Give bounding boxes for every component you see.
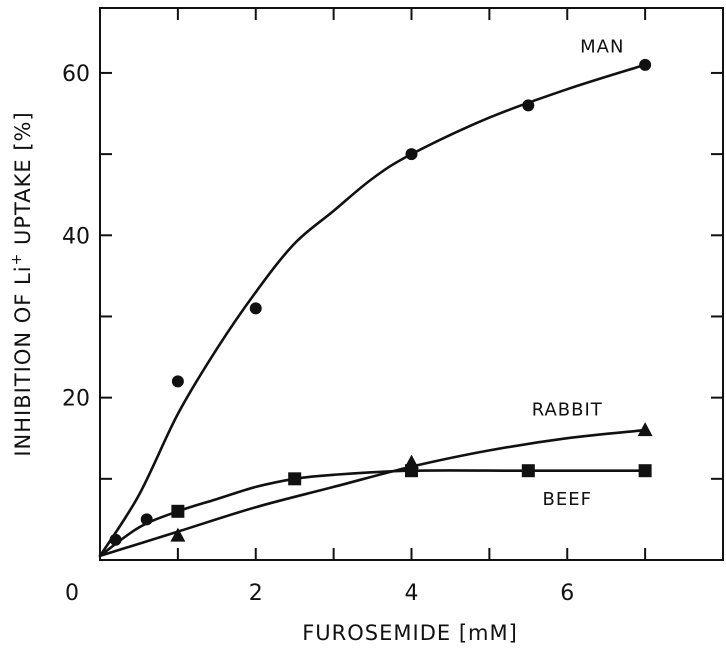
data-point-beef <box>288 472 302 486</box>
y-tick-label: 20 <box>62 387 90 412</box>
data-point-beef <box>171 504 185 518</box>
data-point-man <box>140 513 153 526</box>
series-label-man: MAN <box>580 37 624 58</box>
data-point-beef <box>405 464 418 478</box>
series-labels: MAN RABBIT BEEF <box>532 37 624 510</box>
y-axis-title: INHIBITION OF Li+ UPTAKE [%] <box>9 111 35 456</box>
data-point-rabbit <box>637 422 653 437</box>
y-tick-label: 40 <box>62 224 90 249</box>
y-tick-label: 60 <box>62 62 90 87</box>
data-point-beef <box>638 464 652 478</box>
series-curve-man <box>98 63 647 558</box>
x-tick-label: 2 <box>249 581 263 606</box>
data-point-man <box>522 99 535 112</box>
x-tick-label: 0 <box>65 581 79 606</box>
data-point-man <box>405 148 418 161</box>
axis-ticks <box>99 8 723 560</box>
series-curves <box>98 63 647 558</box>
series-label-rabbit: RABBIT <box>532 400 603 421</box>
data-point-man <box>639 58 652 71</box>
y-axis-title-superscript: + <box>9 253 25 266</box>
x-tick-label: 6 <box>560 581 574 606</box>
x-tick-label: 4 <box>405 581 419 606</box>
data-point-rabbit <box>170 527 186 542</box>
tick-labels: 0 2 4 6 20 40 60 <box>62 62 574 606</box>
series-markers <box>109 58 653 546</box>
data-point-man <box>109 533 122 546</box>
series-label-beef: BEEF <box>543 489 592 510</box>
y-axis-title-rest: UPTAKE [%] <box>11 111 35 252</box>
data-point-beef <box>521 464 535 478</box>
data-point-man <box>249 302 262 315</box>
y-axis-title-main: INHIBITION OF Li <box>11 265 35 456</box>
data-point-man <box>171 375 184 388</box>
x-axis-title: FUROSEMIDE [mM] <box>302 621 518 645</box>
